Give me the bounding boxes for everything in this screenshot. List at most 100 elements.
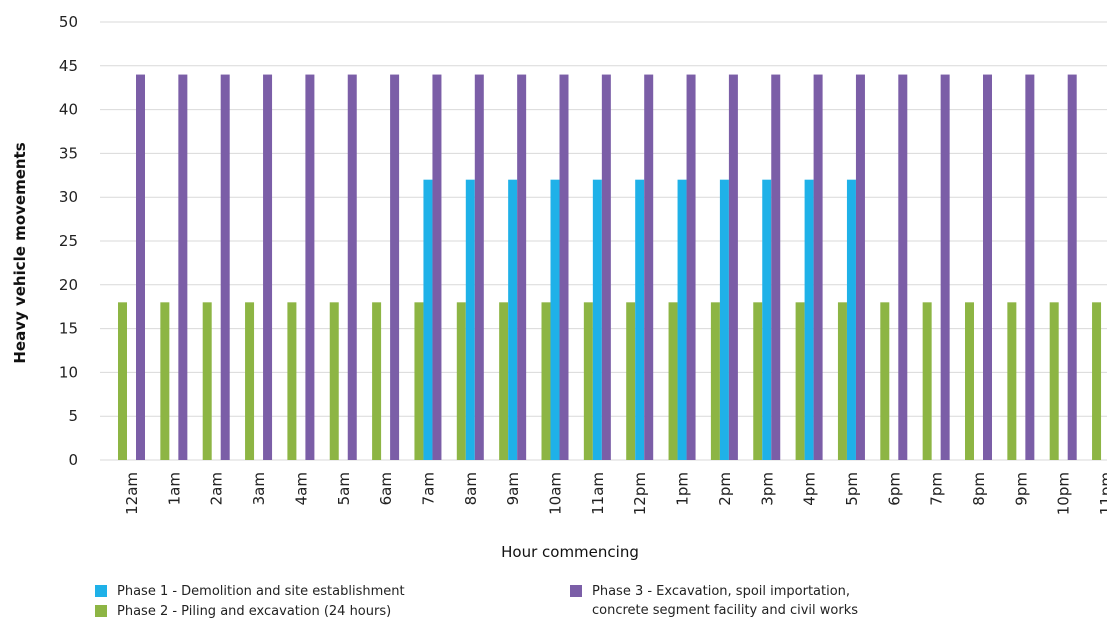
bar-phase-1-11am: [592, 179, 602, 460]
y-axis-title: Heavy vehicle movements: [11, 142, 29, 363]
y-tick-label: 35: [59, 144, 78, 162]
bar-phase-2-9am: [499, 302, 509, 460]
legend-item-phase-2: Phase 2 - Piling and excavation (24 hour…: [95, 602, 391, 621]
bar-phase-1-10am: [550, 179, 560, 460]
bar-phase-2-2pm: [710, 302, 720, 460]
x-tick-label: 8am: [462, 472, 480, 505]
y-tick-label: 40: [59, 101, 78, 119]
bar-phase-3-4am: [305, 74, 315, 460]
legend-label-phase-3: Phase 3 - Excavation, spoil importation,…: [592, 584, 859, 618]
x-tick-label: 4am: [292, 472, 310, 505]
bars: [118, 74, 1102, 460]
x-tick-label: 9pm: [1012, 472, 1030, 506]
x-tick-label: 10am: [547, 472, 565, 515]
y-tick-label: 30: [59, 188, 78, 206]
y-tick-label: 45: [59, 57, 78, 75]
y-tick-label: 50: [59, 13, 78, 31]
bar-phase-2-4am: [287, 302, 297, 460]
bar-phase-3-4pm: [813, 74, 823, 460]
legend-swatch-phase-2: [95, 605, 107, 617]
legend-label-phase-2: Phase 2 - Piling and excavation (24 hour…: [117, 604, 392, 619]
bar-phase-2-3am: [245, 302, 255, 460]
bar-phase-3-11am: [601, 74, 611, 460]
bar-phase-2-5am: [329, 302, 339, 460]
bar-phase-1-9am: [508, 179, 518, 460]
bar-phase-2-6pm: [880, 302, 890, 460]
x-tick-label: 6pm: [885, 472, 903, 506]
x-tick-label: 12am: [123, 472, 141, 515]
x-tick-label: 10pm: [1055, 472, 1073, 515]
x-tick-label: 12pm: [631, 472, 649, 515]
legend-item-phase-3: Phase 3 - Excavation, spoil importation,…: [570, 582, 858, 620]
bar-phase-1-3pm: [762, 179, 772, 460]
bar-phase-3-8am: [474, 74, 484, 460]
y-tick-label: 15: [59, 320, 78, 338]
x-tick-label: 2am: [208, 472, 226, 505]
bar-phase-2-6am: [372, 302, 382, 460]
bar-phase-1-2pm: [719, 179, 729, 460]
x-tick-label: 7pm: [928, 472, 946, 506]
legend-label-phase-1: Phase 1 - Demolition and site establishm…: [117, 584, 405, 599]
bar-phase-2-1pm: [668, 302, 678, 460]
bar-phase-3-6pm: [898, 74, 908, 460]
bar-phase-2-12am: [118, 302, 127, 460]
y-tick-label: 5: [68, 407, 78, 425]
bar-phase-3-3am: [263, 74, 273, 460]
bar-phase-3-5am: [347, 74, 357, 460]
x-tick-label: 2pm: [716, 472, 734, 506]
y-tick-label: 10: [59, 363, 78, 381]
bar-phase-2-4pm: [795, 302, 805, 460]
x-tick-label: 1pm: [674, 472, 692, 506]
bar-phase-2-7pm: [922, 302, 932, 460]
x-tick-label: 9am: [504, 472, 522, 505]
x-axis-title: Hour commencing: [501, 543, 639, 561]
x-tick-label: 1am: [165, 472, 183, 505]
bar-phase-2-1am: [160, 302, 170, 460]
bar-phase-2-8pm: [965, 302, 974, 460]
bar-phase-3-2am: [220, 74, 230, 460]
bar-phase-2-10pm: [1049, 302, 1059, 460]
bar-phase-2-7am: [414, 302, 424, 460]
bar-phase-2-2am: [202, 302, 212, 460]
bar-phase-3-7pm: [940, 74, 950, 460]
bar-phase-3-7am: [432, 74, 442, 460]
x-tick-label: 5am: [335, 472, 353, 505]
y-tick-label: 0: [68, 451, 78, 469]
legend-swatch-phase-1: [95, 585, 107, 597]
bar-phase-2-12pm: [626, 302, 636, 460]
bar-phase-3-9pm: [1025, 74, 1035, 460]
y-tick-label: 20: [59, 276, 78, 294]
bar-phase-1-4pm: [804, 179, 814, 460]
bar-phase-1-12pm: [635, 179, 645, 460]
bar-phase-2-11am: [583, 302, 593, 460]
bar-phase-1-1pm: [677, 179, 687, 460]
bar-phase-3-1am: [178, 74, 188, 460]
bar-phase-3-8pm: [983, 74, 992, 460]
x-tick-label: 3pm: [758, 472, 776, 506]
bar-phase-3-12pm: [644, 74, 654, 460]
bar-phase-3-2pm: [728, 74, 738, 460]
legend-item-phase-1: Phase 1 - Demolition and site establishm…: [95, 582, 405, 601]
bar-phase-3-10pm: [1067, 74, 1077, 460]
x-tick-label: 5pm: [843, 472, 861, 506]
x-tick-label: 7am: [419, 472, 437, 505]
bar-phase-3-6am: [390, 74, 400, 460]
y-tick-label: 25: [59, 232, 78, 250]
x-tick-label: 11pm: [1097, 472, 1107, 515]
legend: Phase 1 - Demolition and site establishm…: [95, 582, 1095, 622]
bar-phase-1-5pm: [846, 179, 856, 460]
bar-phase-3-9am: [517, 74, 527, 460]
bar-phase-2-3pm: [753, 302, 763, 460]
bar-phase-1-7am: [423, 179, 433, 460]
bar-phase-2-11pm: [1092, 302, 1102, 460]
bar-phase-3-3pm: [771, 74, 781, 460]
bar-phase-2-5pm: [837, 302, 847, 460]
y-tick-labels: 0 5 10 15 20 25 30 35 40 45 50: [59, 13, 78, 469]
x-tick-label: 3am: [250, 472, 268, 505]
bar-phase-2-9pm: [1007, 302, 1017, 460]
x-tick-labels: 12am 1am 2am 3am 4am 5am 6am 7am 8am 9am 10am 11am 1…: [123, 472, 1107, 515]
x-tick-label: 4pm: [801, 472, 819, 506]
x-tick-label: 11am: [589, 472, 607, 515]
x-tick-label: 6am: [377, 472, 395, 505]
x-tick-label: 8pm: [970, 472, 988, 506]
